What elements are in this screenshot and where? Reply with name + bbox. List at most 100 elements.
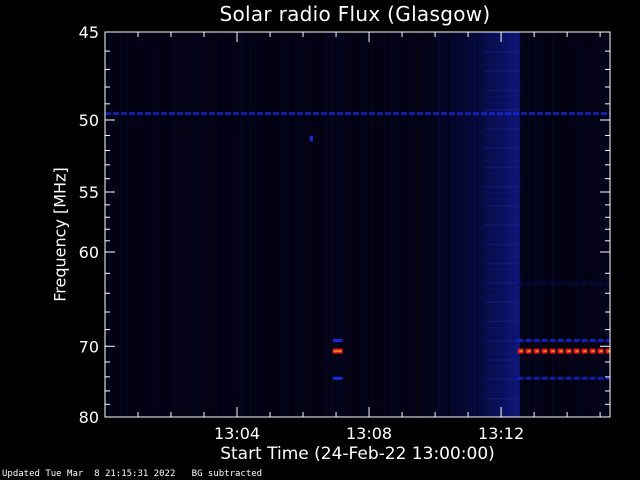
background-stripe (555, 32, 557, 417)
background-stripe (333, 32, 335, 417)
background-stripe (417, 32, 419, 417)
background-stripe (534, 32, 536, 417)
background-stripe (438, 32, 440, 417)
background-stripe (144, 32, 146, 417)
burst-wave-line (484, 128, 518, 130)
burst-wave-line (484, 340, 518, 342)
background-stripe (432, 32, 434, 417)
y-tick-label: 70 (79, 337, 99, 356)
background-stripe (573, 32, 575, 417)
background-stripe (513, 32, 515, 417)
band-hot-core (519, 350, 523, 353)
background-stripe (237, 32, 239, 417)
background-stripe (435, 32, 437, 417)
band-segment (497, 112, 503, 116)
band-segment (597, 339, 604, 343)
background-stripe (264, 32, 266, 417)
background-stripe (459, 32, 461, 417)
band-segment (409, 112, 415, 116)
band-segment (525, 376, 532, 380)
background-stripe (339, 32, 341, 417)
band-segment (521, 112, 527, 116)
burst-wave-line (484, 256, 518, 259)
burst-wave-line (484, 384, 518, 387)
burst-wave-line (484, 115, 518, 117)
background-stripe (561, 32, 563, 417)
background-stripe (252, 32, 254, 417)
background-stripe (405, 32, 407, 417)
background-stripe (579, 32, 581, 417)
background-stripe (465, 32, 467, 417)
broadband-burst-column (502, 32, 506, 417)
background-stripe (453, 32, 455, 417)
background-stripe (222, 32, 224, 417)
broadband-burst-column (456, 32, 459, 417)
background-stripe (291, 32, 293, 417)
background-stripe (540, 32, 542, 417)
background-stripe (165, 32, 167, 417)
band-segment (517, 281, 524, 286)
broadband-burst-column (483, 32, 487, 417)
band-segment (289, 112, 295, 116)
background-stripe (516, 32, 518, 417)
burst-wave-line (484, 275, 518, 278)
background-stripe (300, 32, 302, 417)
band-segment (393, 112, 399, 116)
background-stripe (207, 32, 209, 417)
background-stripe (576, 32, 578, 417)
background-stripe (177, 32, 179, 417)
broadband-burst-column (435, 32, 438, 417)
burst-wave-line (484, 173, 518, 175)
broadband-burst-column (494, 32, 497, 417)
band-segment (525, 339, 532, 343)
background-stripe (276, 32, 278, 417)
background-stripe (156, 32, 158, 417)
band-segment (281, 112, 287, 116)
band-segment (233, 112, 239, 116)
background-stripe (105, 32, 107, 417)
background-stripe (216, 32, 218, 417)
background-stripe (150, 32, 152, 417)
band-segment (573, 376, 580, 380)
background-stripe (369, 32, 371, 417)
background-stripe (552, 32, 554, 417)
band-segment (249, 112, 255, 116)
background-stripe (411, 32, 413, 417)
background-stripe (420, 32, 422, 417)
burst-wave-line (484, 307, 518, 310)
band-segment (589, 376, 596, 380)
burst-wave-line (484, 186, 518, 188)
band-segment (273, 112, 279, 116)
y-tick-label: 45 (79, 23, 99, 42)
broadband-burst-column (477, 32, 480, 417)
band-segment (329, 112, 335, 116)
background-stripe (402, 32, 404, 417)
band-hot-core (551, 350, 555, 353)
background-stripe (426, 32, 428, 417)
background-stripe (474, 32, 476, 417)
band-segment (305, 112, 311, 116)
background-stripe (519, 32, 521, 417)
burst-wave-line (484, 64, 518, 66)
background-stripe (450, 32, 452, 417)
band-segment (457, 112, 463, 116)
background-stripe (255, 32, 257, 417)
background-stripe (294, 32, 296, 417)
broadband-burst-column (471, 32, 474, 417)
band-segment (597, 376, 604, 380)
band-segment (449, 112, 455, 116)
burst-wave-line (484, 301, 518, 303)
band-segment (465, 112, 471, 116)
broadband-burst-column (439, 32, 442, 417)
background-stripe (141, 32, 143, 417)
background-stripe (456, 32, 458, 417)
background-stripe (570, 32, 572, 417)
background-stripe (270, 32, 272, 417)
background-stripe (174, 32, 176, 417)
background-stripe (243, 32, 245, 417)
background-stripe (393, 32, 395, 417)
band-segment (337, 112, 343, 116)
broadband-burst-column (496, 32, 499, 417)
burst-wave-line (484, 250, 518, 252)
